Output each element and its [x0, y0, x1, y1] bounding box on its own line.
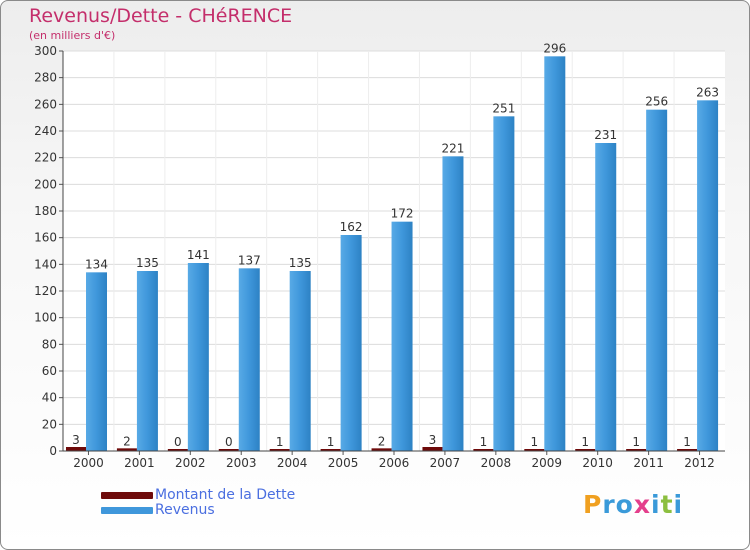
y-tick-label: 200 [34, 177, 57, 191]
debt-value-label: 1 [480, 435, 488, 449]
y-tick-label: 40 [42, 391, 57, 405]
debt-value-label: 1 [327, 435, 335, 449]
legend-label-debt: Montant de la Dette [155, 487, 296, 503]
revenue-bar [697, 100, 719, 451]
debt-bar [218, 449, 239, 451]
legend-label-revenue: Revenus [155, 502, 215, 518]
y-tick-label: 240 [34, 124, 57, 138]
debt-value-label: 3 [429, 433, 437, 447]
revenue-value-label: 135 [289, 256, 312, 270]
revenue-bar [86, 272, 107, 451]
y-tick-label: 100 [34, 311, 57, 325]
x-tick-label: 2004 [277, 456, 308, 470]
revenue-value-label: 137 [238, 253, 261, 267]
y-tick-label: 60 [42, 364, 57, 378]
x-tick-label: 2011 [633, 456, 664, 470]
legend-swatch-debt [101, 491, 153, 499]
x-tick-label: 2012 [684, 456, 715, 470]
revenue-bar [187, 263, 209, 451]
debt-bar [575, 449, 596, 451]
legend-item-debt: Montant de la Dette [101, 487, 295, 503]
debt-value-label: 3 [72, 433, 80, 447]
debt-bar [524, 449, 545, 451]
debt-bar [320, 449, 341, 451]
y-tick-label: 260 [34, 97, 57, 111]
debt-value-label: 1 [581, 435, 589, 449]
legend-item-revenue: Revenus [101, 502, 215, 518]
x-tick-label: 2009 [531, 456, 562, 470]
legend-swatch-revenue [101, 506, 153, 514]
logo-letter: x [633, 490, 651, 519]
revenue-value-label: 263 [696, 85, 719, 99]
revenue-value-label: 296 [543, 41, 566, 55]
debt-bar [626, 449, 647, 451]
logo-letter: i [673, 490, 684, 519]
y-tick-label: 220 [34, 151, 57, 165]
chart-title: Revenus/Dette - CHéRENCE [29, 5, 293, 27]
debt-bar [66, 447, 86, 451]
debt-value-label: 1 [683, 435, 691, 449]
revenue-bar [493, 116, 515, 451]
revenue-bar [289, 271, 311, 451]
x-tick-label: 2007 [430, 456, 461, 470]
logo-letter: P [583, 490, 603, 519]
debt-value-label: 1 [276, 435, 284, 449]
debt-value-label: 0 [225, 435, 233, 449]
chart-subtitle: (en milliers d'€) [29, 29, 116, 42]
logo-letter: o [615, 490, 634, 519]
revenue-bar [340, 235, 362, 451]
proxiti-logo: Proxiti [583, 490, 683, 519]
revenue-value-label: 172 [391, 207, 414, 221]
y-tick-label: 160 [34, 231, 57, 245]
debt-value-label: 2 [378, 434, 386, 448]
revenue-bar [442, 156, 464, 452]
revenue-bar [391, 221, 413, 451]
debt-value-label: 1 [530, 435, 538, 449]
revenue-bar [595, 143, 617, 451]
debt-bar [677, 449, 698, 451]
debt-bar [167, 449, 188, 451]
y-tick-label: 20 [42, 417, 57, 431]
x-tick-label: 2006 [379, 456, 410, 470]
y-tick-label: 0 [49, 444, 57, 458]
debt-bar [473, 449, 494, 451]
debt-value-label: 2 [123, 434, 131, 448]
y-tick-label: 140 [34, 257, 57, 271]
x-tick-label: 2002 [175, 456, 206, 470]
revenue-value-label: 162 [340, 220, 363, 234]
revenue-value-label: 251 [492, 101, 515, 115]
x-tick-label: 2001 [124, 456, 155, 470]
y-tick-label: 180 [34, 204, 57, 218]
x-tick-label: 2005 [328, 456, 359, 470]
revenue-value-label: 221 [442, 141, 465, 155]
x-tick-label: 2010 [582, 456, 613, 470]
x-tick-label: 2008 [481, 456, 512, 470]
revenue-bar [544, 56, 566, 451]
revenue-value-label: 135 [136, 256, 159, 270]
debt-bar [371, 448, 392, 451]
y-tick-label: 80 [42, 337, 57, 351]
debt-bar [116, 448, 137, 451]
y-tick-label: 120 [34, 284, 57, 298]
logo-letter: i [651, 490, 661, 519]
y-tick-label: 280 [34, 71, 57, 85]
revenue-value-label: 256 [645, 95, 668, 109]
y-tick-label: 300 [34, 44, 57, 58]
debt-value-label: 0 [174, 435, 182, 449]
debt-bar [269, 449, 290, 451]
revenue-value-label: 141 [187, 248, 210, 262]
logo-letter: t [660, 490, 674, 519]
revenue-value-label: 134 [85, 257, 108, 271]
logo-letter: r [602, 490, 616, 519]
debt-value-label: 1 [632, 435, 640, 449]
x-tick-label: 2003 [226, 456, 257, 470]
revenue-bar [646, 109, 668, 452]
debt-bar [422, 447, 443, 451]
x-tick-label: 2000 [73, 456, 104, 470]
revenue-value-label: 231 [594, 128, 617, 142]
revenue-bar [136, 271, 158, 451]
revenue-bar [238, 268, 260, 451]
